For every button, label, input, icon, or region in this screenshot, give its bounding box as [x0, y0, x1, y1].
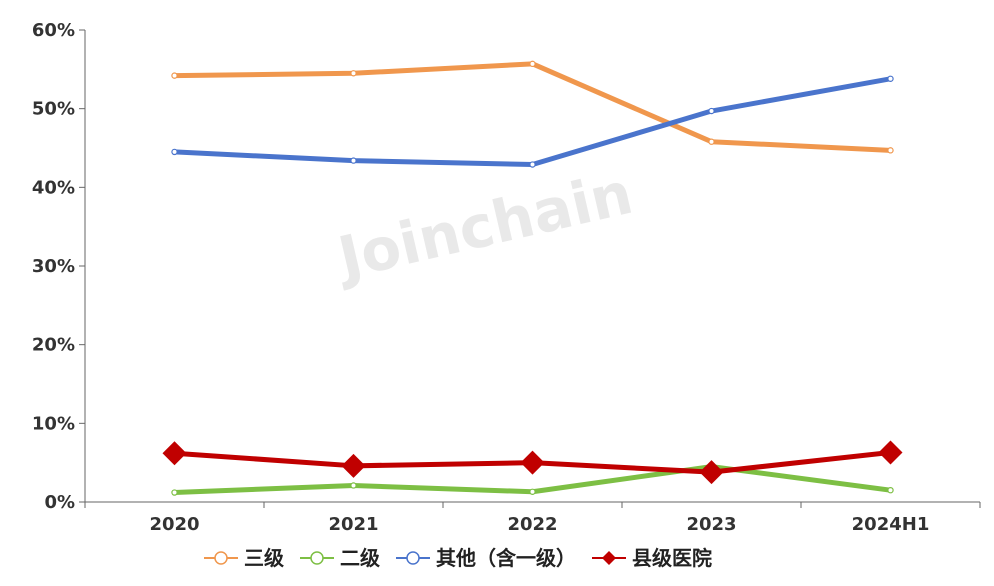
- x-tick-label: 2024H1: [852, 514, 930, 535]
- legend-marker: [214, 551, 228, 565]
- data-point: [350, 70, 357, 77]
- series-3: [171, 75, 894, 168]
- data-point: [529, 60, 536, 68]
- series-line: [172, 76, 893, 168]
- legend-label: 县级医院: [632, 546, 712, 570]
- y-tick-label: 30%: [32, 256, 75, 277]
- legend-item: 三级: [204, 546, 284, 570]
- x-tick-label: 2020: [149, 514, 199, 535]
- data-point: [520, 450, 545, 475]
- x-tick-label: 2022: [507, 514, 557, 535]
- data-point: [350, 482, 357, 489]
- data-point: [162, 441, 187, 466]
- series-line: [172, 61, 893, 153]
- axes: 0% 10% 20% 30% 40% 50% 60% 2020 2021 2022 2023 2024…: [32, 20, 981, 535]
- series-4: [162, 440, 903, 485]
- legend-label: 二级: [340, 546, 380, 570]
- series-1: [171, 60, 894, 154]
- data-point: [350, 157, 357, 164]
- data-point: [171, 72, 178, 79]
- data-point: [529, 488, 536, 495]
- data-point: [708, 107, 715, 115]
- data-point: [341, 453, 366, 478]
- y-tick-label: 10%: [32, 413, 75, 434]
- legend-item: 县级医院: [592, 546, 712, 570]
- legend-label: 三级: [244, 546, 284, 570]
- legend: 三级 二级 其他（含一级） 县级医院: [204, 546, 712, 570]
- legend-marker: [602, 551, 616, 565]
- watermark: Joinchain: [328, 159, 638, 293]
- data-point: [887, 147, 894, 154]
- x-tick-label: 2023: [686, 514, 736, 535]
- data-point: [887, 487, 894, 494]
- data-point: [878, 440, 903, 465]
- legend-item: 其他（含一级）: [396, 546, 576, 570]
- data-point: [529, 161, 536, 168]
- data-point: [887, 75, 894, 82]
- data-point: [699, 460, 724, 485]
- series-group: [162, 60, 903, 496]
- legend-label: 其他（含一级）: [436, 546, 576, 570]
- data-point: [708, 138, 715, 145]
- legend-marker: [406, 551, 420, 565]
- y-tick-label: 20%: [32, 335, 75, 356]
- legend-marker: [310, 551, 324, 565]
- data-point: [171, 489, 178, 496]
- x-tick-label: 2021: [328, 514, 378, 535]
- y-tick-label: 60%: [32, 20, 75, 41]
- data-point: [171, 148, 178, 156]
- legend-item: 二级: [300, 546, 380, 570]
- y-tick-label: 50%: [32, 99, 75, 120]
- y-tick-label: 40%: [32, 177, 75, 198]
- y-tick-label: 0%: [44, 492, 75, 513]
